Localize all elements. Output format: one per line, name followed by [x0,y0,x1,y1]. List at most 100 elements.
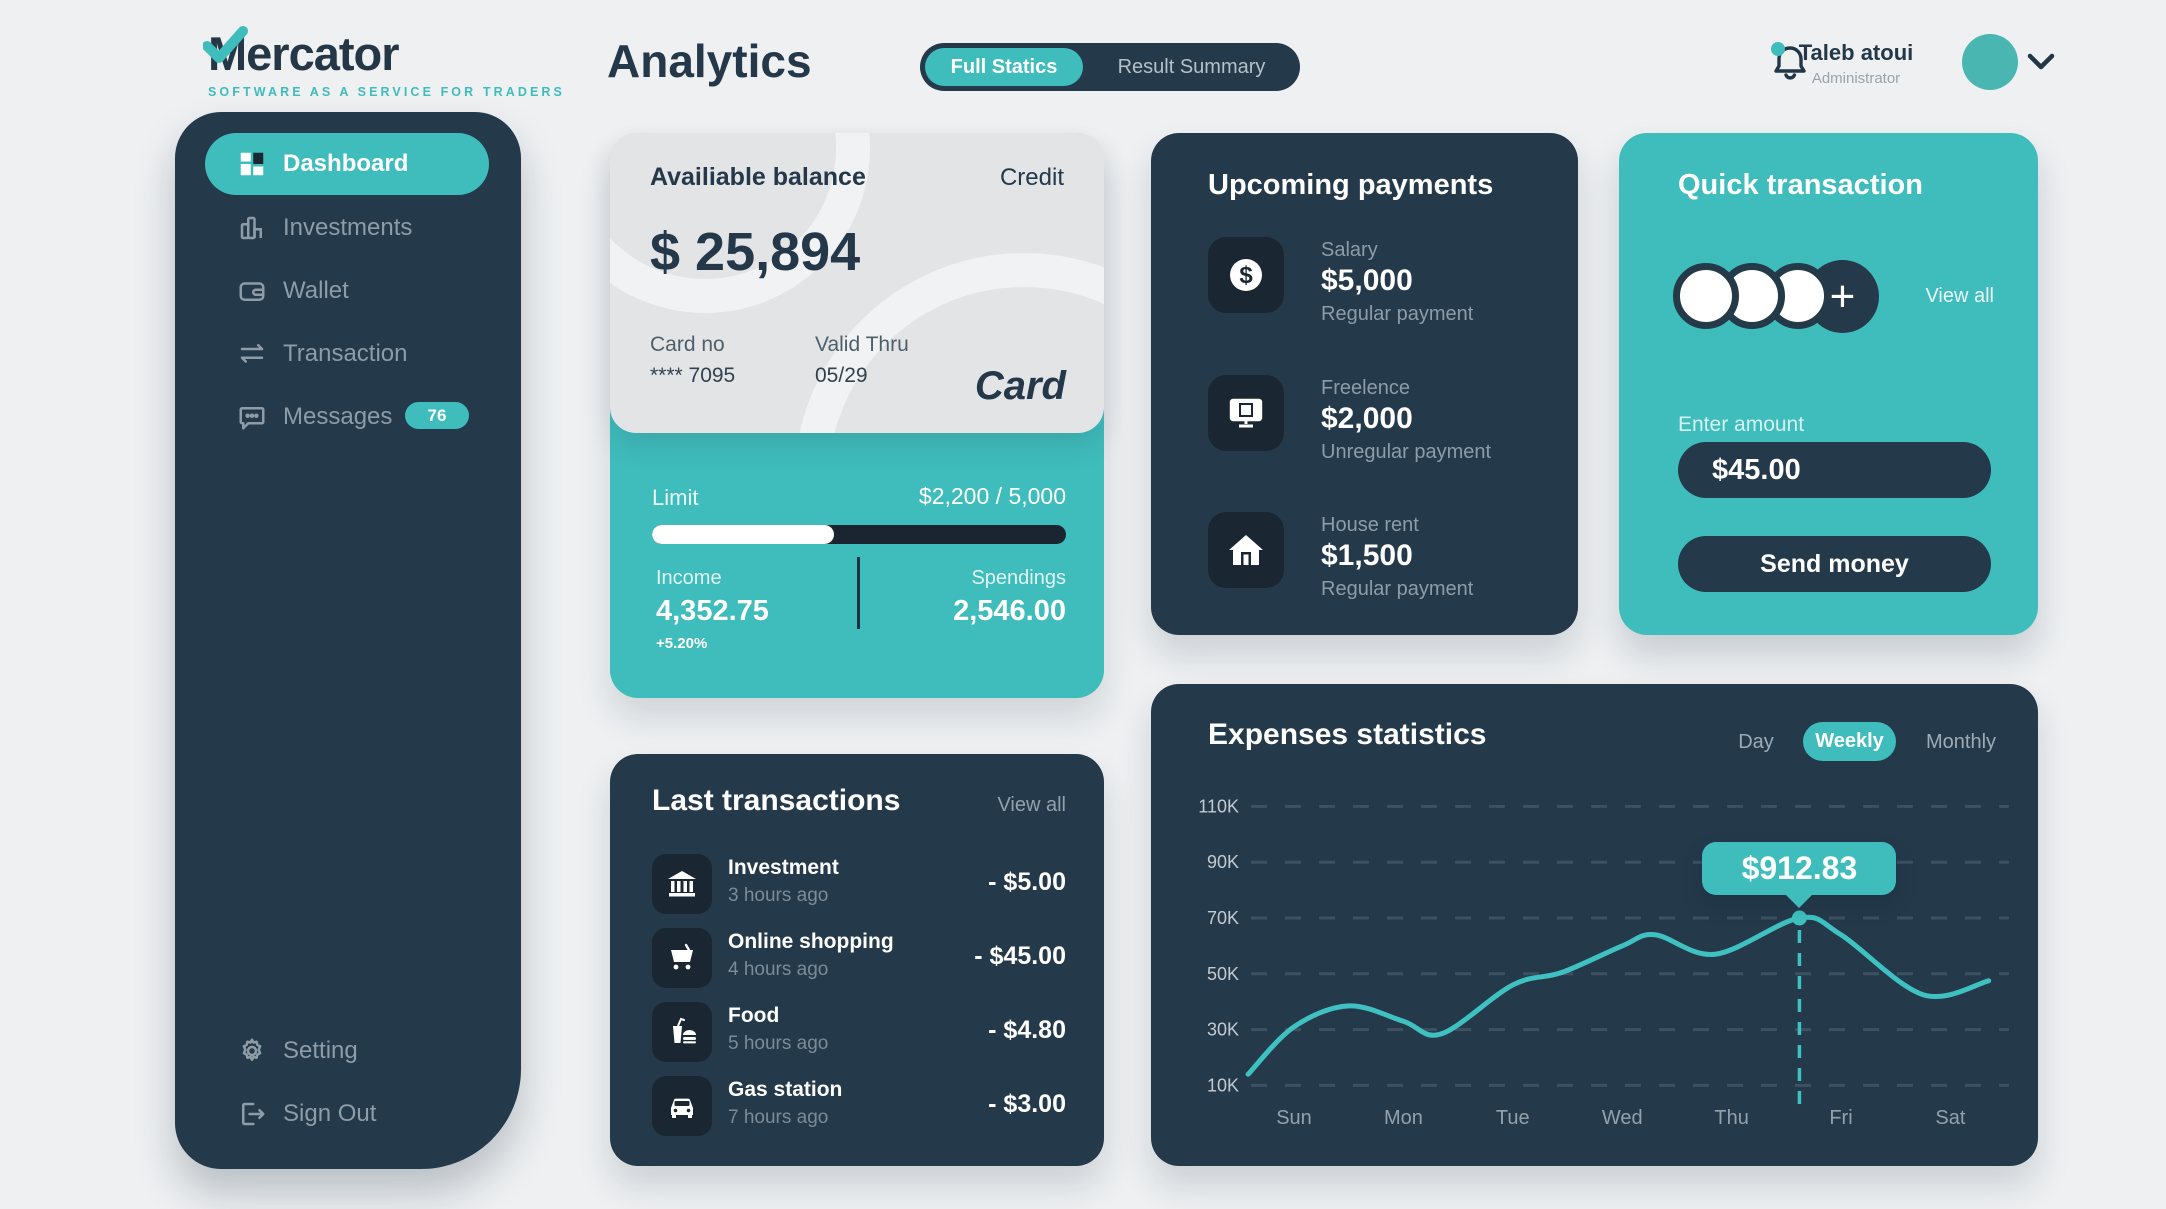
transaction-time: 3 hours ago [728,885,829,906]
limit-value: $2,200 / 5,000 [918,483,1066,509]
transaction-row-gas-station[interactable]: Gas station 7 hours ago - $3.00 [652,1076,1066,1140]
payment-note: Regular payment [1321,578,1474,600]
svg-text:30K: 30K [1207,1020,1239,1040]
income-delta: +5.20% [656,635,708,652]
tab-monthly[interactable]: Monthly [1925,731,1997,753]
chart-tooltip: $912.83 [1702,842,1897,895]
expenses-chart-svg: 110K 90K 70K 50K 30K 10K Sun Mon Tue Wed Thu Fri Sat [1198,796,2009,1129]
expenses-title: Expenses statistics [1208,718,1487,751]
payment-name: House rent [1321,514,1419,536]
svg-text:110K: 110K [1198,796,1239,816]
payment-name: Freelence [1321,377,1410,399]
notification-bell-icon[interactable] [1768,40,1812,86]
toggle-full-statics[interactable]: Full Statics [925,48,1083,86]
user-name: Taleb atoui [1798,40,1914,65]
spendings-value: 2,546.00 [953,595,1066,627]
transaction-time: 5 hours ago [728,1033,829,1054]
svg-text:70K: 70K [1207,908,1239,928]
transaction-amount: - $5.00 [988,868,1066,896]
payment-icon-tile [1208,512,1284,588]
transaction-row-food[interactable]: Food 5 hours ago - $4.80 [652,1002,1066,1066]
balance-card: Availiable balance Credit $ 25,894 Card … [610,133,1104,698]
enter-amount-label: Enter amount [1678,413,1805,436]
transaction-row-online-shopping[interactable]: Online shopping 4 hours ago - $45.00 [652,928,1066,992]
food-icon [673,1017,696,1044]
transaction-icon-tile [652,1002,712,1062]
dashboard-grid-icon [240,152,264,176]
house-icon [1229,535,1263,565]
spendings-label: Spendings [971,567,1066,589]
stats-toggle: Full Statics Result Summary [920,43,1300,91]
transaction-name: Food [728,1004,780,1027]
svg-text:$: $ [1239,262,1253,289]
payment-note: Unregular payment [1321,441,1492,463]
chevron-down-icon[interactable] [2026,52,2056,72]
dollar-coin-icon: $ [1230,259,1262,291]
limit-label: Limit [652,485,699,510]
payment-name: Salary [1321,239,1378,261]
svg-text:Sun: Sun [1276,1107,1312,1129]
sidebar-item-transaction[interactable]: Transaction [175,323,521,385]
plus-icon: + [1829,271,1856,321]
toggle-result-summary[interactable]: Result Summary [1117,55,1266,78]
income-label: Income [656,567,722,589]
car-icon [671,1098,693,1118]
user-menu[interactable]: Taleb atoui Administrator [1771,40,1941,87]
limit-progress-bar[interactable] [652,525,1066,544]
sidebar-item-sign-out[interactable]: Sign Out [175,1083,521,1145]
wallet-icon [239,282,265,301]
card-no-value: **** 7095 [650,364,736,387]
sidebar-item-messages[interactable]: Messages [175,386,521,448]
avatar[interactable] [1962,34,2018,90]
upcoming-payments-title: Upcoming payments [1208,169,1494,201]
transaction-time: 4 hours ago [728,959,829,980]
svg-text:Wed: Wed [1602,1107,1643,1129]
balance-amount: $ 25,894 [650,222,861,282]
payment-amount: $5,000 [1321,264,1413,297]
cart-icon [671,943,693,970]
sidebar-item-setting[interactable]: Setting [175,1020,521,1082]
svg-text:50K: 50K [1207,964,1239,984]
logo-checkmark-icon [203,26,248,63]
card-no-label: Card no [650,333,725,356]
transaction-name: Online shopping [728,930,894,953]
payment-row-salary[interactable]: $ Salary $5,000 Regular payment [1208,237,1538,325]
transaction-amount: - $45.00 [974,942,1066,970]
expenses-statistics-card: Expenses statistics Day Weekly Monthly 1… [1151,684,2038,1166]
sidebar-item-wallet[interactable]: Wallet [175,260,521,322]
valid-thru-value: 05/29 [815,364,868,387]
chat-bubble-icon [239,407,265,430]
transaction-name: Gas station [728,1078,843,1101]
amount-input[interactable] [1678,442,1991,498]
payment-amount: $1,500 [1321,539,1413,572]
svg-text:Fri: Fri [1829,1107,1852,1129]
svg-text:90K: 90K [1207,852,1239,872]
transactions-view-all-link[interactable]: View all [997,794,1066,816]
balance-title: Availiable balance [650,163,866,191]
payment-row-house-rent[interactable]: House rent $1,500 Regular payment [1208,512,1538,600]
tab-day[interactable]: Day [1738,731,1774,753]
bank-icon [668,871,696,897]
sidebar-item-investments[interactable]: Investments [175,197,521,259]
income-spendings-divider [857,557,860,629]
payment-note: Regular payment [1321,303,1474,325]
upcoming-payments-card: Upcoming payments $ Salary $5,000 Regula… [1151,133,1578,635]
tab-weekly[interactable]: Weekly [1803,722,1896,761]
svg-text:Thu: Thu [1714,1107,1748,1129]
brand-tagline: SOFTWARE AS A SERVICE FOR TRADERS [208,85,565,99]
brand-name: Mercator [203,26,565,81]
limit-progress-fill [652,525,835,544]
send-money-button[interactable]: Send money [1678,536,1991,592]
valid-thru-label: Valid Thru [815,333,909,356]
card-brand: Card [974,364,1066,408]
last-transactions-title: Last transactions [652,784,901,817]
payment-row-freelence[interactable]: Freelence $2,000 Unregular payment [1208,375,1538,463]
transaction-amount: - $3.00 [988,1090,1066,1118]
sidebar-item-dashboard[interactable]: Dashboard [205,133,489,195]
payment-amount: $2,000 [1321,402,1413,435]
contact-avatar[interactable] [1673,263,1739,329]
transaction-icon-tile [652,928,712,988]
quick-view-all-link[interactable]: View all [1925,285,1994,307]
transaction-row-investment[interactable]: Investment 3 hours ago - $5.00 [652,854,1066,918]
